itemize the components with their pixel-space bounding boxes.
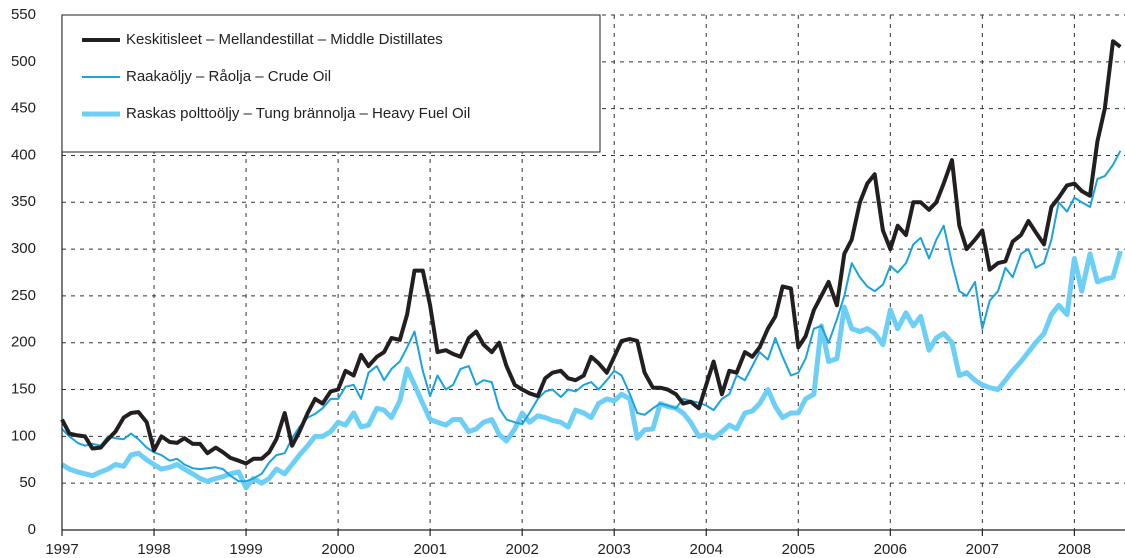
axes: 0 50 100 150 200 250 300 350 400 450 500 550 1997 199…: [11, 6, 1125, 558]
legend: Keskitisleet – Mellandestillat – Middle …: [61, 14, 601, 153]
x-tick-label: 1997: [45, 541, 78, 558]
y-tick-label: 300: [11, 240, 36, 257]
y-tick-label: 100: [11, 427, 36, 444]
x-tick-label: 2008: [1058, 541, 1091, 558]
y-tick-label: 450: [11, 100, 36, 117]
legend-label: Raakaöljy – Råolja – Crude Oil: [126, 68, 331, 85]
y-tick-label: 250: [11, 287, 36, 304]
x-tick-label: 1998: [137, 541, 170, 558]
x-tick-label: 2006: [874, 541, 907, 558]
x-tick-label: 2003: [598, 541, 631, 558]
x-tick-label: 2000: [321, 541, 354, 558]
y-tick-label: 400: [11, 146, 36, 163]
legend-label: Keskitisleet – Mellandestillat – Middle …: [126, 31, 443, 48]
x-tick-label: 2007: [966, 541, 999, 558]
legend-label: Raskas polttoöljy – Tung brännolja – Hea…: [126, 105, 470, 122]
series-line: [60, 250, 1123, 491]
y-tick-label: 200: [11, 334, 36, 351]
legend-box: [61, 14, 601, 153]
y-tick-label: 150: [11, 381, 36, 398]
x-tick-label: 1999: [229, 541, 262, 558]
y-tick-label: 550: [11, 6, 36, 23]
y-tick-label: 50: [19, 474, 36, 491]
x-tick-label: 2001: [413, 541, 446, 558]
x-tick-label: 2004: [690, 541, 723, 558]
y-tick-label: 350: [11, 193, 36, 210]
x-tick-label: 2005: [782, 541, 815, 558]
series-line: [61, 150, 1122, 483]
y-tick-label: 500: [11, 53, 36, 70]
series-line: [60, 39, 1122, 466]
x-tick-label: 2002: [505, 541, 538, 558]
lines: [60, 39, 1123, 491]
y-tick-label: 0: [28, 521, 36, 538]
